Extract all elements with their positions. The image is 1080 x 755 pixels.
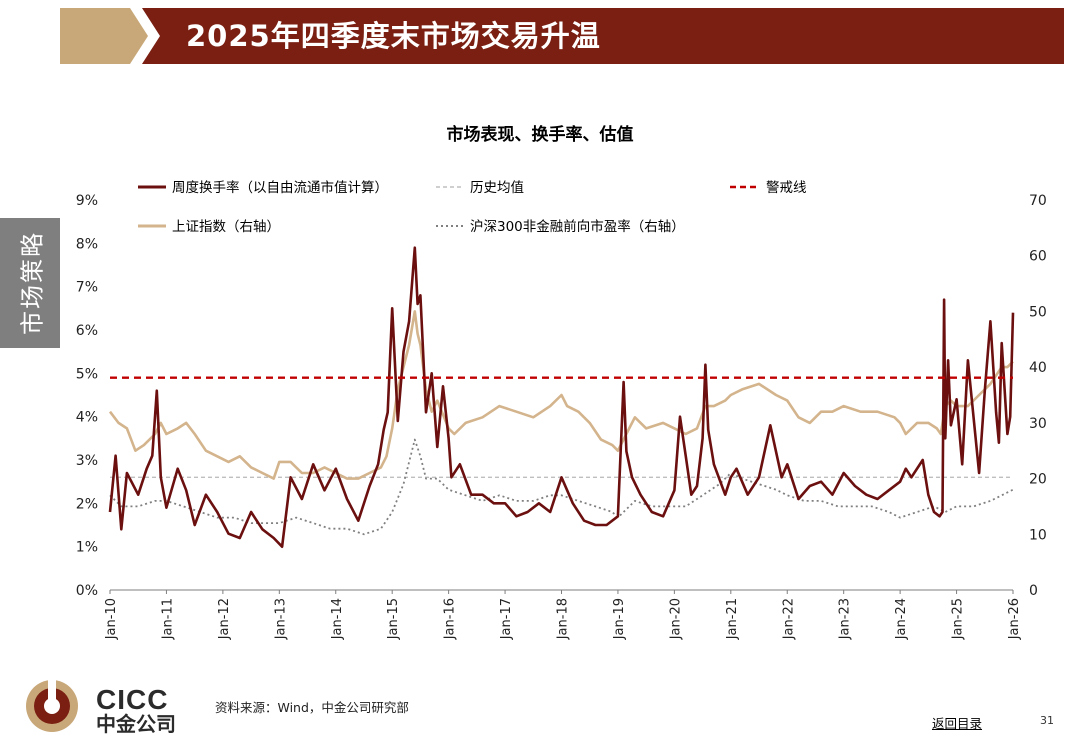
y-left-tick-label: 9%: [76, 193, 98, 209]
logo-text-cn: 中金公司: [96, 712, 176, 736]
header-brown-banner: [142, 8, 1064, 64]
legend-label-pe: 沪深300非金融前向市盈率（右轴）: [470, 218, 685, 235]
y-left-tick-label: 5%: [76, 366, 98, 382]
x-tick-label: Jan-25: [951, 598, 966, 640]
x-tick-label: Jan-22: [781, 598, 796, 640]
header-gold-chevron: [60, 8, 148, 64]
x-tick-label: Jan-13: [273, 598, 288, 640]
plot-lines: [108, 246, 1015, 549]
header-shapes: [60, 8, 1064, 64]
page-number: 31: [1040, 714, 1054, 727]
x-tick-label: Jan-15: [386, 598, 401, 640]
y-left-tick-label: 6%: [76, 323, 98, 339]
y-right-tick-label: 20: [1029, 472, 1047, 488]
x-tick-label: Jan-24: [894, 598, 909, 640]
series-index-line: [108, 310, 1014, 480]
y-right-tick-label: 50: [1029, 304, 1047, 320]
y-left-tick-label: 4%: [76, 410, 98, 426]
legend: 周度换手率（以自由流通市值计算） 历史均值 警戒线 上证指数（右轴） 沪深300…: [138, 179, 807, 235]
y-left-tick-label: 1%: [76, 540, 98, 556]
y-left-tick-label: 7%: [76, 280, 98, 296]
y-right-tick-label: 0: [1029, 583, 1038, 599]
x-tick-label: Jan-19: [612, 598, 627, 640]
y-left-tick-label: 3%: [76, 453, 98, 469]
x-tick-label: Jan-17: [499, 598, 514, 640]
y-right-tick-label: 10: [1029, 527, 1047, 543]
y-left-tick-label: 8%: [76, 236, 98, 252]
y-left-tick-label: 0%: [76, 583, 98, 599]
y-right-tick-label: 60: [1029, 249, 1047, 265]
legend-label-hist-avg: 历史均值: [470, 180, 524, 196]
series-turnover-line: [108, 246, 1015, 549]
x-tick-label: Jan-14: [330, 598, 345, 640]
y-right-tick-label: 30: [1029, 416, 1047, 432]
axes: 0% 1% 2% 3% 4% 5% 6% 7% 8% 9% 0 10 20 30 40 50 60 70 Jan-1…: [76, 193, 1047, 640]
y-right-tick-label: 40: [1029, 360, 1047, 376]
x-tick-label: Jan-12: [217, 598, 232, 640]
source-note: 资料来源：Wind，中金公司研究部: [215, 700, 409, 715]
cicc-logo-icon: [26, 680, 78, 732]
series-pe-line: [109, 438, 1014, 536]
legend-label-index: 上证指数（右轴）: [172, 219, 280, 235]
x-tick-label: Jan-23: [838, 598, 853, 640]
chart-title: 市场表现、换手率、估值: [446, 125, 634, 145]
header-bar: [0, 8, 1064, 64]
x-tick-label: Jan-16: [443, 598, 458, 640]
back-to-contents-link[interactable]: 返回目录: [932, 716, 983, 731]
logo-text-en: CICC: [96, 684, 169, 715]
page-title: 2025年四季度末市场交易升温: [186, 19, 601, 53]
y-left-tick-label: 2%: [76, 496, 98, 512]
side-tab[interactable]: 市场策略: [0, 218, 60, 348]
x-tick-label: Jan-18: [556, 598, 571, 640]
x-tick-label: Jan-26: [1007, 598, 1022, 640]
legend-label-turnover: 周度换手率（以自由流通市值计算）: [172, 179, 388, 196]
x-tick-label: Jan-11: [160, 598, 175, 640]
x-tick-label: Jan-21: [725, 598, 740, 640]
y-right-tick-label: 70: [1029, 193, 1047, 209]
x-tick-label: Jan-20: [668, 598, 683, 640]
legend-label-warning: 警戒线: [766, 180, 807, 196]
x-tick-label: Jan-10: [104, 598, 119, 640]
